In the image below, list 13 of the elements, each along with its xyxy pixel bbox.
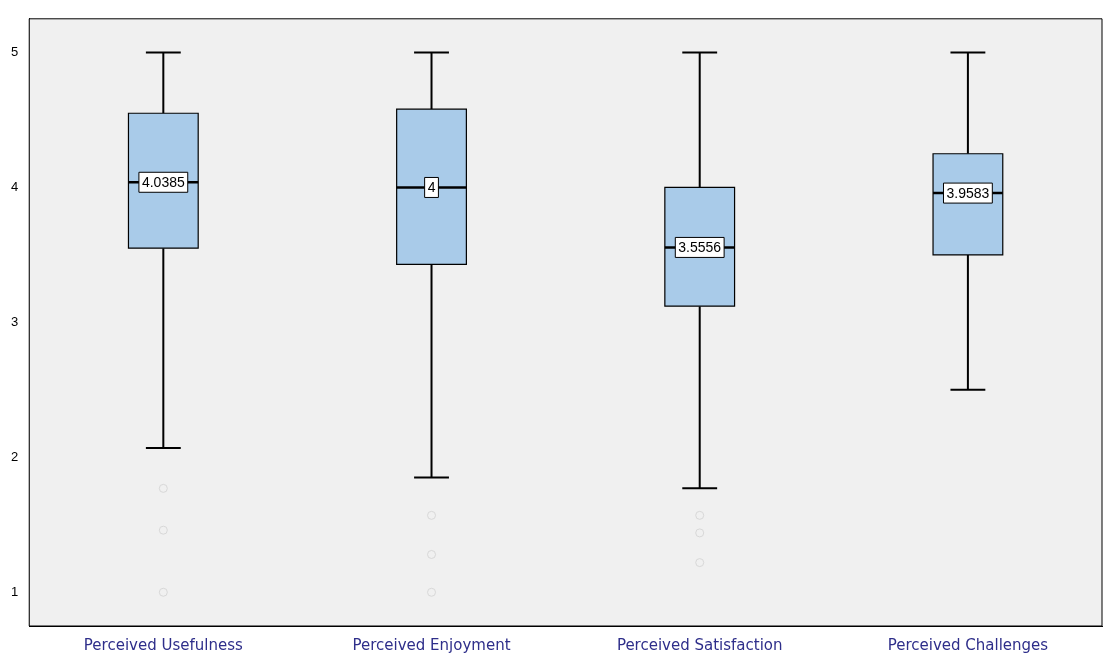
annotation: 4.0385 <box>141 174 185 191</box>
annotation: 3.9583 <box>946 184 990 201</box>
y-tick-label: 2 <box>11 448 19 464</box>
y-tick-label: 1 <box>11 583 19 599</box>
x-tick-label: Perceived Satisfaction <box>616 635 783 654</box>
y-tick-label: 3 <box>11 313 19 329</box>
annotation: 3.5556 <box>678 239 722 256</box>
annotation: 4 <box>427 179 436 196</box>
x-tick-label: Perceived Enjoyment <box>352 635 511 654</box>
y-tick-label: 4 <box>11 179 19 195</box>
x-tick-label: Perceived Usefulness <box>83 635 243 654</box>
x-tick-label: Perceived Challenges <box>887 635 1049 654</box>
y-tick-label: 5 <box>11 44 19 60</box>
